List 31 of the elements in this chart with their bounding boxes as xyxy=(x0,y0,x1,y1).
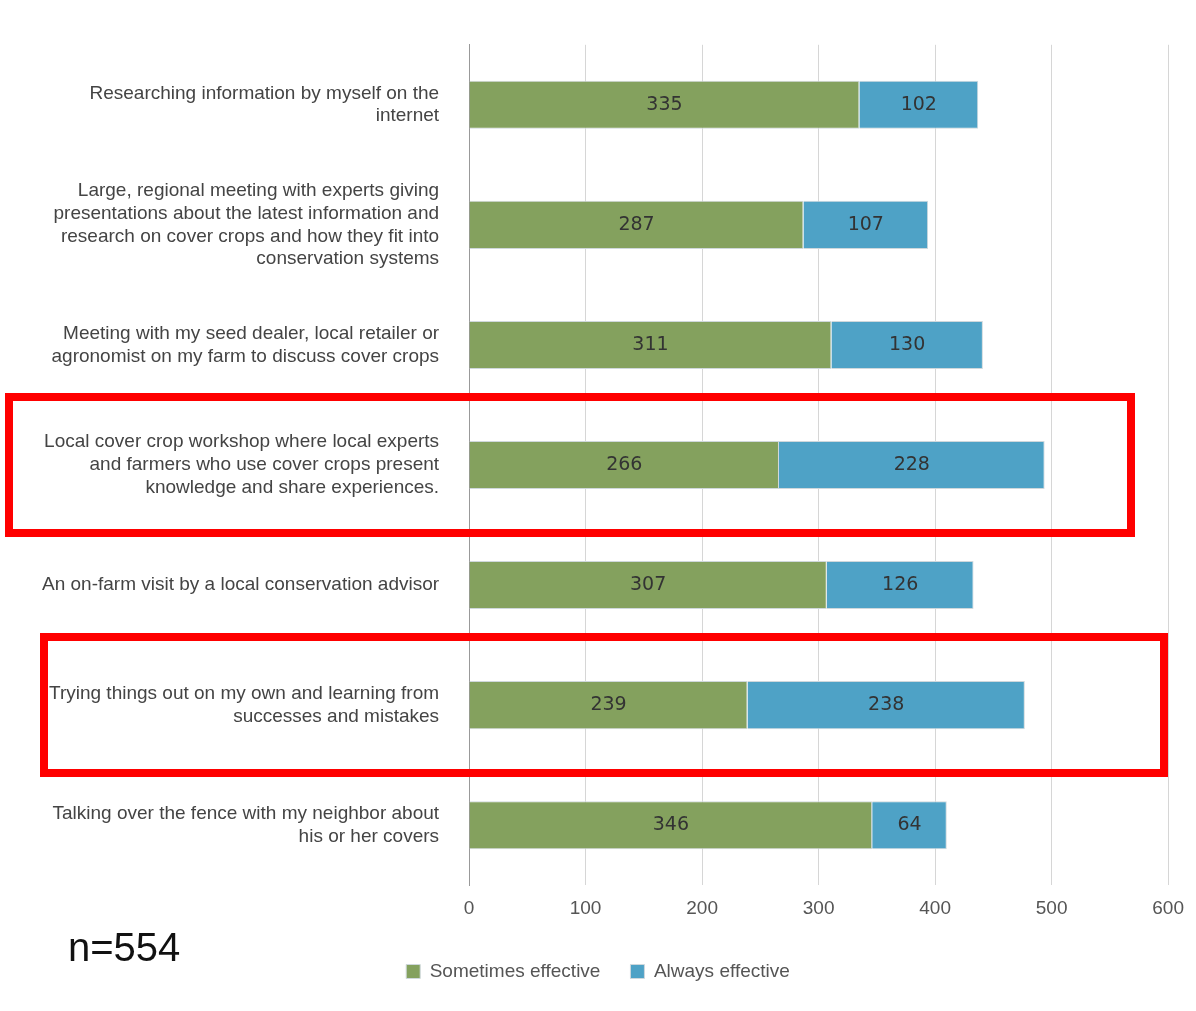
x-tick-label: 400 xyxy=(919,896,951,918)
y-tick-label: Large, regional meeting with experts giving presentations about the latest information and research on cover crops and how they fit into conservation systems xyxy=(53,178,440,269)
data-label: 287 xyxy=(618,211,655,234)
x-tick-label: 500 xyxy=(1035,896,1068,918)
data-label: 311 xyxy=(632,331,669,354)
data-label: 126 xyxy=(882,571,919,594)
y-tick-label: Local cover crop workshop where local experts and farmers who use cover crops present knowledge and share experiences. xyxy=(44,430,440,498)
x-tick-label: 100 xyxy=(569,896,602,918)
y-tick-label: Trying things out on my own and learning from successes and mistakes xyxy=(49,681,440,726)
x-tick-label: 0 xyxy=(463,896,475,918)
data-label: 346 xyxy=(652,812,690,835)
data-label: 335 xyxy=(646,91,683,114)
data-label: 64 xyxy=(897,812,922,835)
data-label: 228 xyxy=(893,451,930,474)
legend-label: Sometimes effective xyxy=(429,959,601,981)
data-label: 307 xyxy=(630,571,667,594)
y-tick-label: Talking over the fence with my neighbor about his or her covers xyxy=(52,802,440,846)
data-label: 107 xyxy=(847,211,884,234)
data-label: 266 xyxy=(606,451,643,474)
text: n=554 xyxy=(68,925,181,970)
y-tick-label: An on-farm visit by a local conservation advisor xyxy=(42,573,440,595)
x-tick-label: 300 xyxy=(802,896,835,918)
legend-label: Always effective xyxy=(653,959,790,981)
data-label: 238 xyxy=(868,692,905,715)
y-tick-label: Researching information by myself on the internet xyxy=(89,81,440,126)
x-tick-label: 200 xyxy=(686,896,718,918)
data-label: 130 xyxy=(889,331,926,354)
x-tick-label: 600 xyxy=(1152,896,1184,918)
data-label: 102 xyxy=(900,91,937,114)
data-label: 239 xyxy=(590,692,627,715)
y-tick-label: Meeting with my seed dealer, local retailer or agronomist on my farm to discuss cover crops xyxy=(51,321,440,366)
